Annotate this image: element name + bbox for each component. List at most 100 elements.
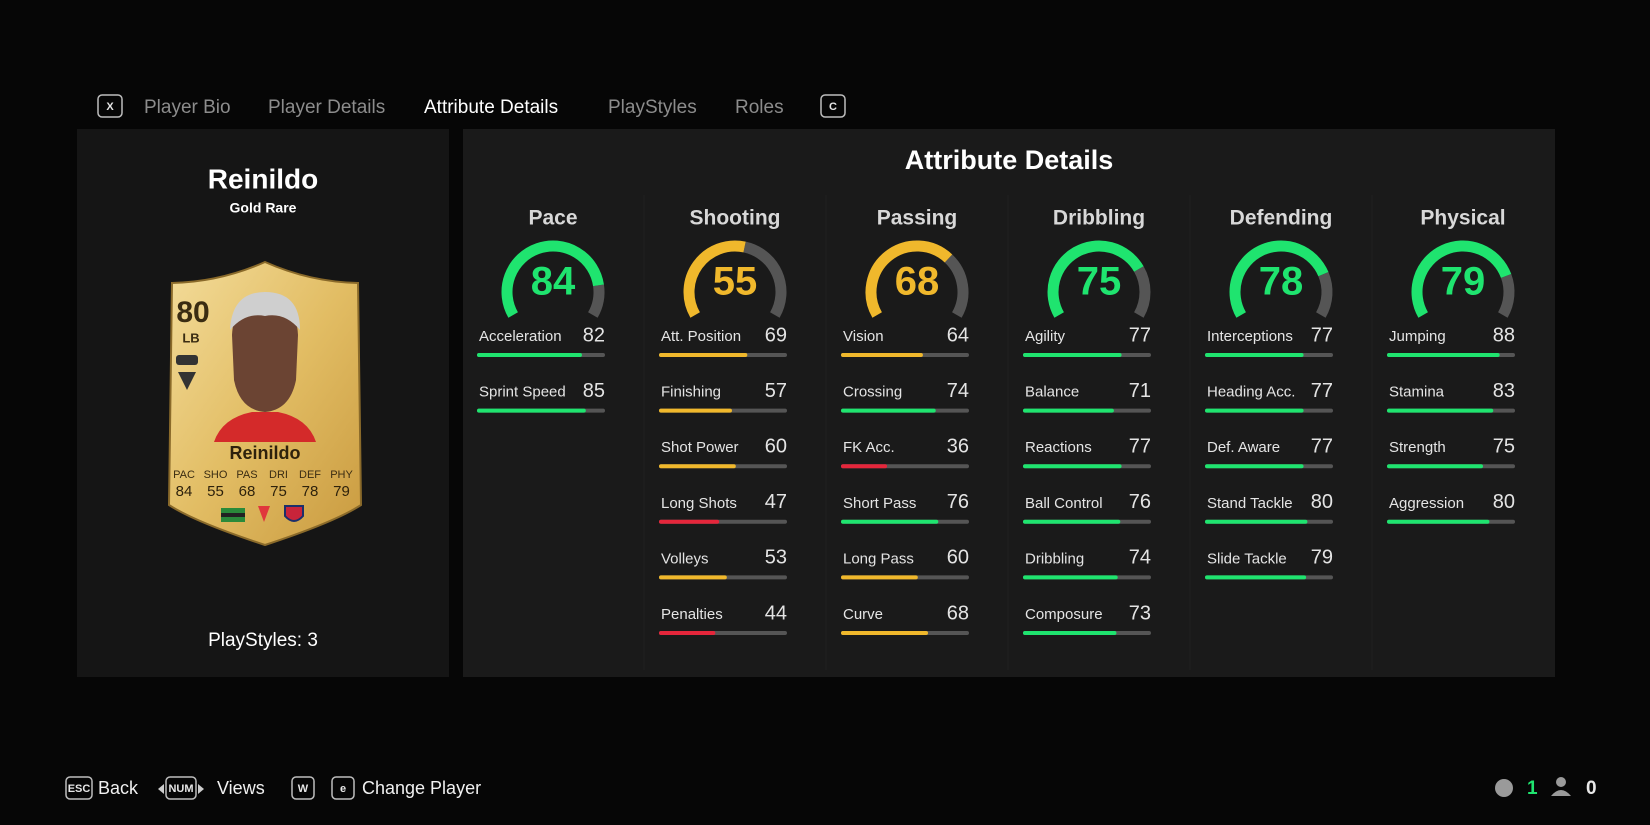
attribute-value: 82 [583,324,605,346]
hint-key[interactable]: W [298,783,309,795]
hint-key-box[interactable] [65,776,93,800]
hint-key-box[interactable] [291,776,315,800]
attribute-value: 68 [947,602,969,624]
attribute-bar [1023,519,1121,524]
attribute-name: Stamina [1389,384,1445,401]
attribute-bar [659,575,727,580]
category-name: Dribbling [1053,207,1145,230]
gauge-track [1497,274,1515,318]
tab[interactable]: Attribute Details [424,97,558,118]
attribute-value: 69 [765,324,787,346]
hint-key[interactable]: ESC [68,783,91,795]
attribute-name: Composure [1025,606,1103,623]
tab-next-key[interactable]: C [829,101,837,113]
attribute-name: Finishing [661,384,721,401]
attribute-value: 77 [1311,324,1333,346]
attribute-value: 64 [947,324,969,346]
card-stat-value: 55 [207,483,224,500]
attribute-name: Short Pass [843,495,916,512]
friends-icon-body [1551,790,1571,796]
gauge-fill [1047,240,1144,318]
gauge-fill [1229,240,1329,318]
attribute-name: Stand Tackle [1207,495,1293,512]
card-stat-label: PHY [330,469,353,481]
attribute-name: Long Shots [661,495,737,512]
hint-key-box[interactable] [165,776,197,800]
attribute-value: 77 [1129,324,1151,346]
attribute-bar [1387,353,1500,357]
attribute-bar [477,408,586,413]
gauge-fill [1411,240,1512,318]
role-icon [178,372,196,390]
card-stat-value: 75 [270,483,287,500]
attribute-value: 77 [1311,435,1333,457]
attribute-bar [1205,353,1304,357]
attribute-panel [463,129,1555,677]
attribute-bar [659,631,716,635]
attribute-bar [659,353,748,357]
hint-label[interactable]: Change Player [362,778,481,798]
tab[interactable]: Player Bio [144,97,231,118]
tab-prev-key[interactable]: X [106,101,114,113]
attribute-name: Sprint Speed [479,384,566,401]
attribute-value: 60 [765,435,787,457]
card-stat-value: 79 [333,483,350,500]
tab-prev-key-box[interactable] [97,94,123,118]
hint-key[interactable]: NUM [168,783,193,795]
attribute-value: 71 [1129,380,1151,402]
attribute-value: 77 [1129,435,1151,457]
attribute-bar [841,408,936,413]
tab[interactable]: Roles [735,97,784,118]
attribute-name: Dribbling [1025,550,1084,567]
tab[interactable]: PlayStyles [608,97,697,118]
attribute-bar [1023,575,1118,580]
playstyles-count: PlayStyles: 3 [208,630,318,651]
gauge-value: 68 [895,260,940,304]
attribute-value: 88 [1493,324,1515,346]
card-stat-label: SHO [204,469,228,481]
player-face [232,298,298,412]
hint-label[interactable]: Views [217,778,265,798]
card-name: Reinildo [230,443,301,463]
attribute-value: 79 [1311,547,1333,569]
category-name: Shooting [690,207,781,230]
attribute-bar [1205,408,1304,413]
hint-key-box[interactable] [331,776,355,800]
club-badge [284,505,304,522]
attribute-value: 80 [1493,491,1515,513]
hint-key[interactable]: e [340,783,346,795]
attribute-name: Volleys [661,550,709,567]
category-name: Defending [1230,207,1333,230]
card-stat-label: PAS [236,469,257,481]
card-stat-value: 84 [176,483,193,500]
hint-label[interactable]: Back [98,778,139,798]
category-name: Passing [877,207,958,230]
gauge-value: 75 [1077,260,1122,304]
attribute-value: 85 [583,380,605,402]
attribute-value: 73 [1129,602,1151,624]
attribute-name: FK Acc. [843,439,895,456]
attribute-name: Att. Position [661,328,741,345]
player-hair [230,292,300,330]
gauge-fill [501,240,604,318]
attribute-value: 47 [765,491,787,513]
attribute-value: 75 [1493,435,1515,457]
tab[interactable]: Player Details [268,97,385,118]
attribute-bar [1023,464,1122,469]
boot-icon [176,355,198,365]
attribute-name: Slide Tackle [1207,550,1287,567]
player-version: Gold Rare [230,200,297,216]
attribute-value: 76 [1129,491,1151,513]
status-icon [1495,779,1513,797]
player-name: Reinildo [208,163,318,194]
attribute-name: Aggression [1389,495,1464,512]
gauge-value: 84 [531,260,576,304]
attribute-name: Long Pass [843,550,914,567]
gauge-track [743,241,787,318]
gauge-track [944,254,969,318]
attribute-value: 53 [765,547,787,569]
attribute-value: 60 [947,547,969,569]
tab-next-key-box[interactable] [820,94,846,118]
attribute-name: Vision [843,328,884,345]
